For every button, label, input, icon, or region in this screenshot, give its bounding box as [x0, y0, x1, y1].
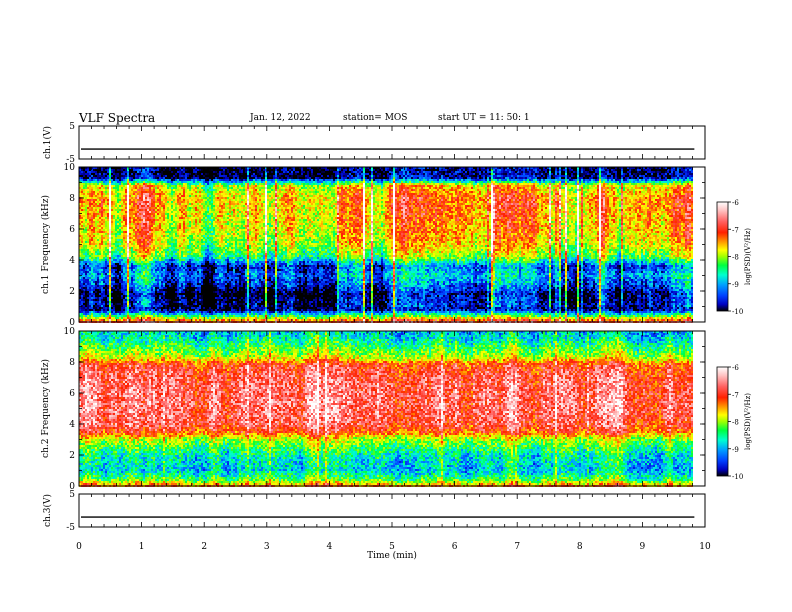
ch3-waveform-ylabel: ch.3(V): [42, 494, 53, 527]
ch1-spectrogram-ytick-label: 8: [69, 194, 75, 204]
x-tick-label: 10: [699, 542, 711, 552]
ch1-spectrogram-ytick-label: 6: [69, 225, 75, 235]
ch3-waveform-ytick-label: 5: [69, 490, 75, 500]
ch2-spectrogram-ytick-label: 10: [64, 327, 76, 337]
ch2-spectrogram-colorbar-tick: -7: [732, 391, 739, 399]
x-tick-label: 4: [327, 542, 333, 552]
ch3-waveform-ytick-label: -5: [66, 523, 75, 533]
x-tick-label: 0: [76, 542, 82, 552]
x-tick-label: 9: [640, 542, 646, 552]
ch1-waveform-ylabel: ch.1(V): [42, 126, 53, 159]
x-tick-label: 7: [514, 542, 520, 552]
ch1-spectrogram-image: [79, 167, 693, 323]
vlf-figure: 5-5ch.1(V)0246810ch.1 Frequency (kHz)024…: [0, 0, 792, 612]
ch2-spectrogram-ytick-label: 4: [69, 420, 75, 430]
ch1-spectrogram-ytick-label: 2: [69, 287, 75, 297]
ch2-spectrogram-ytick-label: 2: [69, 451, 75, 461]
ch1-spectrogram-colorbar-tick: -9: [732, 281, 739, 289]
x-tick-label: 2: [201, 542, 207, 552]
ch2-spectrogram-colorbar-tick: -10: [732, 473, 743, 481]
ch1-spectrogram-colorbar-tick: -6: [732, 199, 739, 207]
ch1-spectrogram-colorbar-label: log(PSD)(V²/Hz): [744, 228, 752, 285]
ch2-spectrogram-colorbar-tick: -9: [732, 446, 739, 454]
ch2-spectrogram-image: [79, 331, 693, 487]
ch2-spectrogram-ytick-label: 8: [69, 358, 75, 368]
x-tick-label: 1: [139, 542, 145, 552]
ch2-spectrogram-colorbar-tick: -6: [732, 364, 739, 372]
ch2-spectrogram-colorbar: [717, 367, 728, 476]
ch2-spectrogram-ytick-label: 6: [69, 389, 75, 399]
ch1-spectrogram-colorbar-tick: -10: [732, 308, 743, 316]
x-tick-label: 8: [577, 542, 583, 552]
x-tick-label: 6: [452, 542, 458, 552]
ch2-spectrogram-colorbar-tick: -8: [732, 419, 739, 427]
ch1-spectrogram-ytick-label: 4: [69, 256, 75, 266]
ch1-spectrogram-ytick-label: 10: [64, 163, 76, 173]
ch1-spectrogram-colorbar-tick: -8: [732, 254, 739, 262]
ch2-spectrogram-ylabel: ch.2 Frequency (kHz): [40, 359, 51, 458]
ch1-spectrogram-ylabel: ch.1 Frequency (kHz): [40, 195, 51, 294]
x-axis-label: Time (min): [367, 550, 417, 561]
ch1-waveform-ytick-label: 5: [69, 122, 75, 132]
x-tick-label: 3: [264, 542, 270, 552]
ch1-spectrogram-colorbar-tick: -7: [732, 226, 739, 234]
ch1-spectrogram-colorbar: [717, 202, 728, 311]
ch2-spectrogram-colorbar-label: log(PSD)(V²/Hz): [744, 393, 752, 450]
